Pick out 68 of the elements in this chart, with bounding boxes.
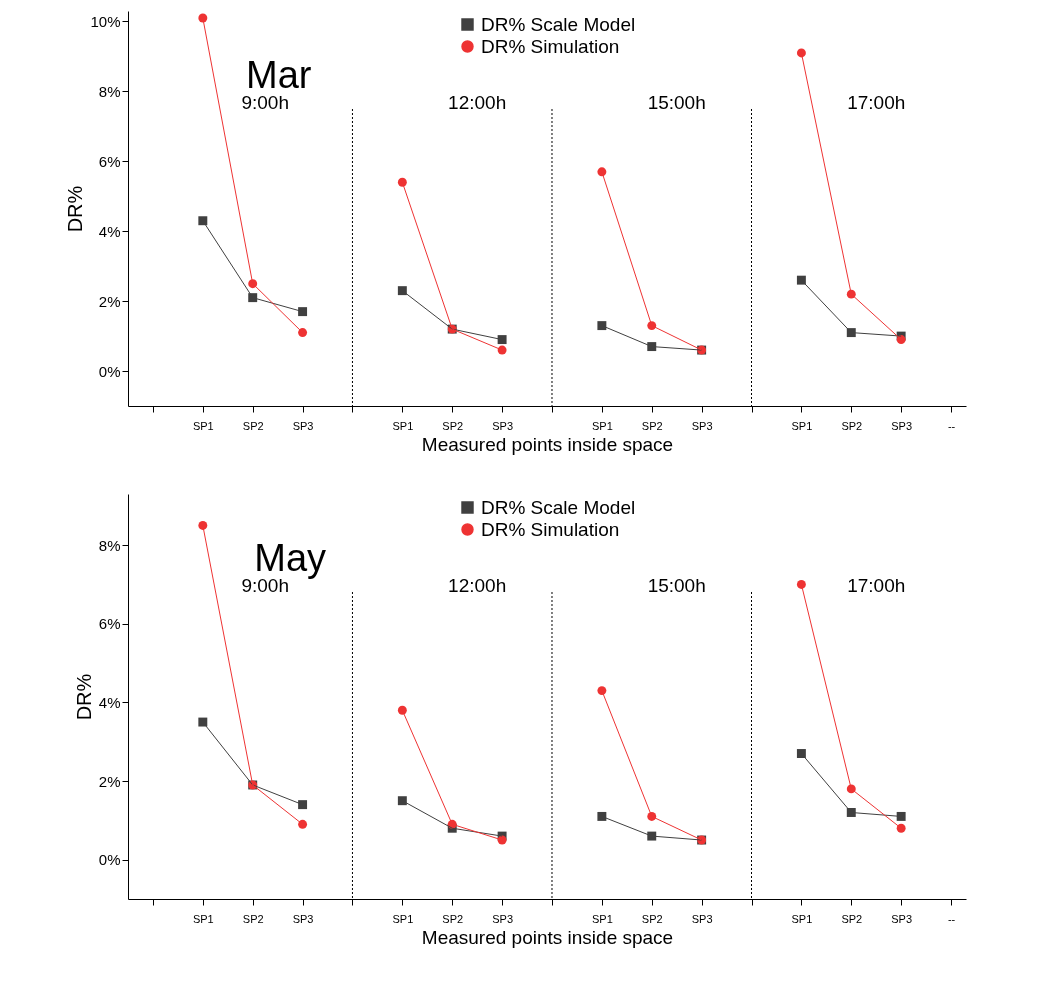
- point: [198, 717, 208, 727]
- y-axis-title: DR%: [64, 185, 87, 233]
- point: [796, 579, 806, 589]
- x-tick-label: SP3: [891, 419, 913, 432]
- annotation: 17:00h: [847, 575, 906, 596]
- x-tick-label: --: [947, 912, 956, 925]
- y-tick-label: 6%: [98, 615, 121, 633]
- x-tick-label: SP1: [591, 419, 613, 432]
- point: [198, 216, 208, 226]
- x-axis-title: Measured points inside space: [421, 926, 674, 948]
- point: [497, 335, 507, 345]
- y-tick-label: 8%: [98, 536, 121, 554]
- x-tick-label: SP1: [791, 912, 813, 925]
- y-tick-label: 2%: [98, 292, 121, 310]
- y-tick-label: 0%: [98, 362, 121, 380]
- x-tick-label: SP1: [591, 912, 613, 925]
- x-tick-label: SP2: [841, 912, 863, 925]
- legend-label: DR% Scale Model: [481, 496, 636, 518]
- x-tick-label: --: [947, 419, 956, 432]
- point: [298, 307, 308, 317]
- x-tick-label: SP3: [891, 912, 913, 925]
- annotation: 12:00h: [448, 92, 507, 113]
- legend-label: DR% Simulation: [481, 35, 620, 57]
- x-tick-label: SP3: [492, 912, 514, 925]
- annotation: 15:00h: [647, 92, 706, 113]
- x-tick-label: SP1: [392, 912, 414, 925]
- x-axis-title: Measured points inside space: [421, 433, 674, 455]
- legend-label: DR% Simulation: [481, 518, 620, 540]
- point: [298, 800, 308, 810]
- y-tick-label: 8%: [98, 82, 121, 100]
- x-tick-label: SP3: [492, 419, 514, 432]
- x-tick-label: SP1: [392, 419, 414, 432]
- point: [796, 275, 806, 285]
- y-tick-label: 0%: [98, 851, 121, 869]
- point: [397, 796, 407, 806]
- annotation: 15:00h: [647, 575, 706, 596]
- y-tick-label: 4%: [98, 222, 121, 240]
- x-tick-label: SP2: [641, 912, 663, 925]
- x-tick-label: SP1: [791, 419, 813, 432]
- x-tick-label: SP2: [442, 912, 464, 925]
- y-axis-title: DR%: [72, 673, 95, 721]
- x-tick-label: SP2: [442, 419, 464, 432]
- x-tick-label: SP2: [641, 419, 663, 432]
- x-tick-label: SP2: [242, 419, 264, 432]
- annotation: 17:00h: [847, 92, 906, 113]
- point: [597, 811, 607, 821]
- y-tick-label: 6%: [98, 152, 121, 170]
- x-tick-label: SP1: [192, 912, 214, 925]
- point: [397, 177, 407, 187]
- x-tick-label: SP1: [192, 419, 214, 432]
- legend-label: DR% Scale Model: [481, 13, 636, 35]
- x-tick-label: SP3: [691, 912, 713, 925]
- x-tick-label: SP3: [292, 419, 314, 432]
- point: [397, 286, 407, 296]
- point: [796, 749, 806, 758]
- annotation: 12:00h: [448, 575, 507, 596]
- x-tick-label: SP2: [841, 419, 863, 432]
- x-tick-label: SP3: [691, 419, 713, 432]
- point: [896, 811, 906, 821]
- x-tick-label: SP2: [242, 912, 264, 925]
- y-tick-label: 10%: [90, 12, 121, 30]
- point: [298, 328, 308, 338]
- y-tick-label: 4%: [98, 693, 121, 711]
- point: [597, 321, 607, 331]
- y-tick-label: 2%: [98, 772, 121, 790]
- x-tick-label: SP3: [292, 912, 314, 925]
- point: [397, 705, 407, 715]
- point: [298, 819, 308, 829]
